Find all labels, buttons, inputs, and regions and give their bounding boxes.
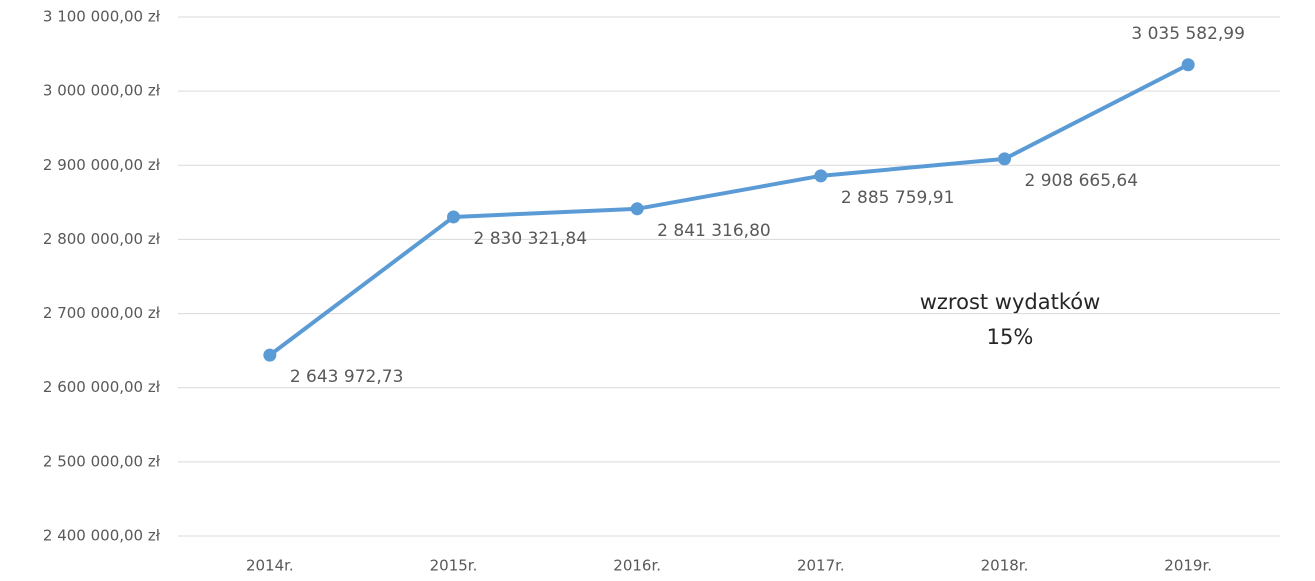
y-tick-label: 2 800 000,00 zł	[43, 230, 161, 248]
point	[263, 348, 277, 362]
y-tick-label: 2 700 000,00 zł	[43, 304, 161, 322]
y-tick-label: 2 500 000,00 zł	[43, 452, 161, 470]
x-tick-label: 2018r.	[981, 557, 1029, 575]
x-tick-label: 2017r.	[797, 557, 845, 575]
point	[1181, 58, 1195, 72]
data-label: 2 908 665,64	[1025, 171, 1139, 191]
point	[630, 202, 644, 216]
point	[447, 210, 460, 224]
x-tick-label: 2014r.	[246, 557, 294, 575]
annotation: 15%	[987, 325, 1034, 349]
x-tick-label: 2016r.	[613, 557, 661, 575]
line	[268, 62, 1190, 357]
y-tick-label: 2 600 000,00 zł	[43, 378, 161, 396]
y-tick-label: 3 000 000,00 zł	[43, 82, 161, 100]
annotation: wzrost wydatków	[920, 290, 1101, 314]
data-label: 2 885 759,91	[841, 188, 955, 208]
data-label: 2 643 972,73	[290, 367, 404, 387]
data-label: 3 035 582,99	[1131, 24, 1245, 44]
data-label: 2 830 321,84	[474, 229, 588, 249]
point	[814, 169, 828, 183]
x-tick-label: 2019r.	[1164, 557, 1212, 575]
data-label: 2 841 316,80	[657, 221, 771, 241]
y-tick-label: 3 100 000,00 zł	[43, 8, 161, 26]
x-tick-label: 2015r.	[430, 557, 478, 575]
y-tick-label: 2 400 000,00 zł	[43, 527, 161, 545]
y-tick-label: 2 900 000,00 zł	[43, 156, 161, 174]
point	[998, 152, 1011, 166]
